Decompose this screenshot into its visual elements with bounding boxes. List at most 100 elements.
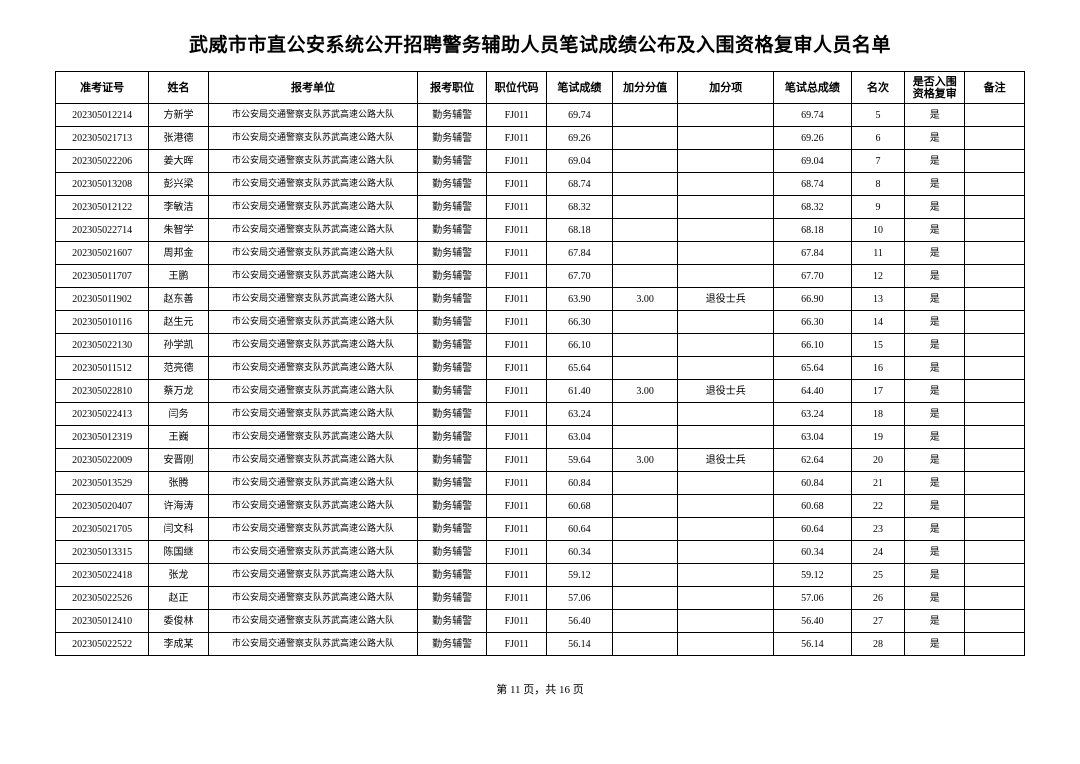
cell-rank: 16 — [851, 357, 905, 380]
cell-unit: 市公安局交通警察支队苏武高速公路大队 — [208, 196, 417, 219]
cell-rank: 7 — [851, 150, 905, 173]
header-pass: 是否入围资格复审 — [905, 72, 965, 104]
cell-code: FJ011 — [487, 518, 547, 541]
cell-bonus_item — [678, 265, 774, 288]
cell-total: 60.68 — [774, 495, 852, 518]
header-bonus: 加分分值 — [612, 72, 678, 104]
cell-exam_no: 202305022522 — [56, 633, 149, 656]
cell-exam_no: 202305022206 — [56, 150, 149, 173]
cell-pass: 是 — [905, 288, 965, 311]
cell-bonus_item — [678, 610, 774, 633]
cell-score: 67.84 — [547, 242, 613, 265]
table-row: 202305022522李成某市公安局交通警察支队苏武高速公路大队勤务辅警FJ0… — [56, 633, 1025, 656]
cell-position: 勤务辅警 — [418, 104, 487, 127]
cell-name: 闫务 — [149, 403, 209, 426]
cell-exam_no: 202305012319 — [56, 426, 149, 449]
cell-bonus_item — [678, 587, 774, 610]
table-row: 202305011512范亮德市公安局交通警察支队苏武高速公路大队勤务辅警FJ0… — [56, 357, 1025, 380]
cell-pass: 是 — [905, 449, 965, 472]
cell-unit: 市公安局交通警察支队苏武高速公路大队 — [208, 403, 417, 426]
cell-unit: 市公安局交通警察支队苏武高速公路大队 — [208, 564, 417, 587]
cell-pass: 是 — [905, 334, 965, 357]
cell-score: 63.24 — [547, 403, 613, 426]
cell-bonus — [612, 127, 678, 150]
cell-pass: 是 — [905, 380, 965, 403]
header-score: 笔试成绩 — [547, 72, 613, 104]
cell-total: 66.90 — [774, 288, 852, 311]
cell-position: 勤务辅警 — [418, 610, 487, 633]
page-title: 武威市市直公安系统公开招聘警务辅助人员笔试成绩公布及入围资格复审人员名单 — [55, 30, 1025, 57]
cell-total: 65.64 — [774, 357, 852, 380]
cell-bonus — [612, 541, 678, 564]
cell-exam_no: 202305011512 — [56, 357, 149, 380]
cell-name: 王巍 — [149, 426, 209, 449]
cell-score: 68.74 — [547, 173, 613, 196]
cell-score: 60.64 — [547, 518, 613, 541]
cell-remark — [965, 541, 1025, 564]
cell-score: 59.64 — [547, 449, 613, 472]
cell-bonus — [612, 426, 678, 449]
cell-score: 69.26 — [547, 127, 613, 150]
cell-unit: 市公安局交通警察支队苏武高速公路大队 — [208, 587, 417, 610]
cell-bonus_item: 退役士兵 — [678, 288, 774, 311]
cell-rank: 22 — [851, 495, 905, 518]
cell-exam_no: 202305021705 — [56, 518, 149, 541]
cell-code: FJ011 — [487, 380, 547, 403]
cell-bonus_item — [678, 495, 774, 518]
cell-total: 68.18 — [774, 219, 852, 242]
cell-unit: 市公安局交通警察支队苏武高速公路大队 — [208, 288, 417, 311]
cell-exam_no: 202305022130 — [56, 334, 149, 357]
cell-remark — [965, 564, 1025, 587]
cell-exam_no: 202305012122 — [56, 196, 149, 219]
cell-pass: 是 — [905, 587, 965, 610]
cell-rank: 27 — [851, 610, 905, 633]
cell-total: 56.40 — [774, 610, 852, 633]
table-row: 202305022130孙学凯市公安局交通警察支队苏武高速公路大队勤务辅警FJ0… — [56, 334, 1025, 357]
cell-unit: 市公安局交通警察支队苏武高速公路大队 — [208, 610, 417, 633]
cell-name: 许海涛 — [149, 495, 209, 518]
cell-exam_no: 202305022714 — [56, 219, 149, 242]
cell-exam_no: 202305011902 — [56, 288, 149, 311]
cell-bonus_item — [678, 127, 774, 150]
table-row: 202305021705闫文科市公安局交通警察支队苏武高速公路大队勤务辅警FJ0… — [56, 518, 1025, 541]
cell-name: 赵生元 — [149, 311, 209, 334]
cell-exam_no: 202305022526 — [56, 587, 149, 610]
cell-code: FJ011 — [487, 472, 547, 495]
cell-remark — [965, 449, 1025, 472]
cell-name: 陈国继 — [149, 541, 209, 564]
cell-code: FJ011 — [487, 265, 547, 288]
cell-pass: 是 — [905, 219, 965, 242]
cell-code: FJ011 — [487, 541, 547, 564]
cell-rank: 26 — [851, 587, 905, 610]
cell-rank: 23 — [851, 518, 905, 541]
cell-total: 56.14 — [774, 633, 852, 656]
cell-code: FJ011 — [487, 357, 547, 380]
cell-rank: 13 — [851, 288, 905, 311]
cell-remark — [965, 403, 1025, 426]
cell-remark — [965, 495, 1025, 518]
table-row: 202305010116赵生元市公安局交通警察支队苏武高速公路大队勤务辅警FJ0… — [56, 311, 1025, 334]
cell-name: 李成某 — [149, 633, 209, 656]
cell-rank: 9 — [851, 196, 905, 219]
cell-rank: 15 — [851, 334, 905, 357]
cell-total: 60.64 — [774, 518, 852, 541]
cell-remark — [965, 150, 1025, 173]
cell-pass: 是 — [905, 357, 965, 380]
header-row: 准考证号 姓名 报考单位 报考职位 职位代码 笔试成绩 加分分值 加分项 笔试总… — [56, 72, 1025, 104]
cell-unit: 市公安局交通警察支队苏武高速公路大队 — [208, 633, 417, 656]
cell-remark — [965, 288, 1025, 311]
cell-remark — [965, 265, 1025, 288]
cell-code: FJ011 — [487, 242, 547, 265]
cell-position: 勤务辅警 — [418, 541, 487, 564]
cell-bonus — [612, 265, 678, 288]
cell-bonus — [612, 196, 678, 219]
cell-name: 张港德 — [149, 127, 209, 150]
cell-total: 69.04 — [774, 150, 852, 173]
cell-remark — [965, 104, 1025, 127]
cell-exam_no: 202305021713 — [56, 127, 149, 150]
cell-score: 69.74 — [547, 104, 613, 127]
cell-exam_no: 202305022810 — [56, 380, 149, 403]
cell-total: 66.10 — [774, 334, 852, 357]
cell-bonus — [612, 587, 678, 610]
table-row: 202305022413闫务市公安局交通警察支队苏武高速公路大队勤务辅警FJ01… — [56, 403, 1025, 426]
